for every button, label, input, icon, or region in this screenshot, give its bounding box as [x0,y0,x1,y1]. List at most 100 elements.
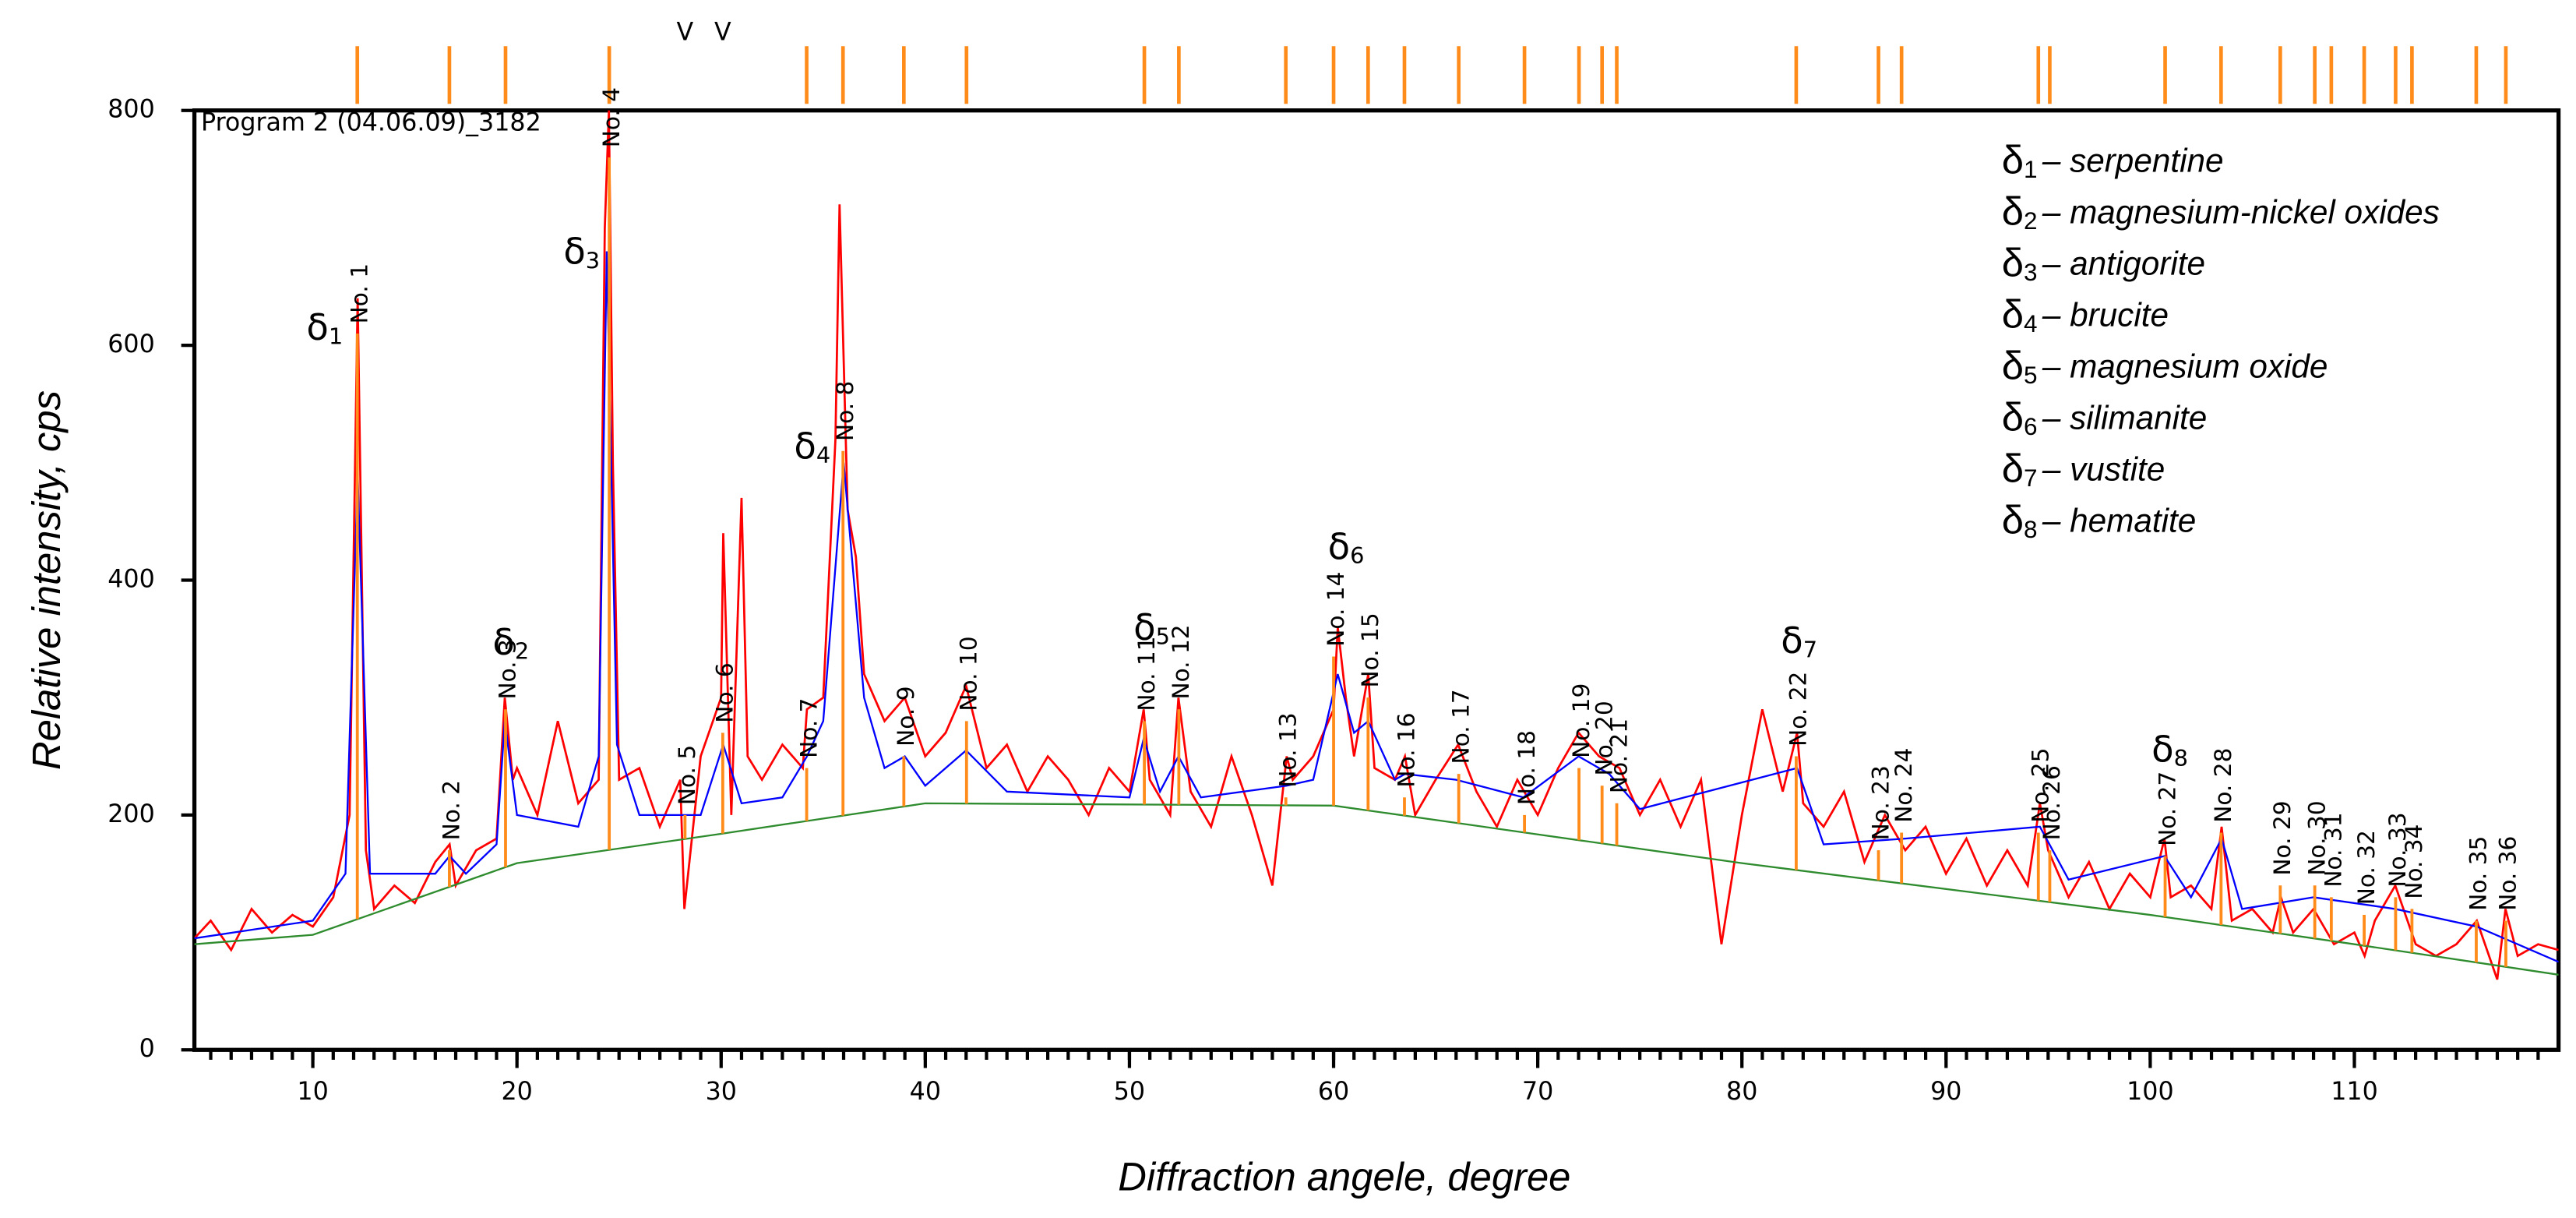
phase-index: 7 [1803,636,1817,662]
phase-name: – magnesium-nickel oxides [2042,194,2440,231]
peak-label: No. 27 [2154,771,2180,846]
phase-index: 2 [515,638,529,665]
x-tick-label: 70 [1522,1078,1553,1106]
phase-symbol: δ3 [563,230,600,274]
phase-delta: δ [2002,498,2024,542]
data-line [194,251,2559,963]
peak-label: No. 15 [1357,613,1383,687]
x-tick-label: 90 [1930,1078,1961,1106]
peak-label: No. 21 [1605,718,1632,793]
x-tick-label: 40 [910,1078,941,1106]
peak-label: No. 6 [712,662,738,722]
phase-symbol: δ1 [306,306,343,350]
phase-name: – serpentine [2042,143,2224,179]
peak-label: No. 32 [2353,830,2380,905]
peak-top-marker: V [677,18,694,46]
peak-top-marker: V [714,18,731,46]
phase-delta: δ [2151,728,2173,770]
x-tick-label: 20 [501,1078,532,1106]
y-tick-label: 600 [107,330,155,358]
phase-symbol: δ5– magnesium oxide [2002,344,2328,389]
peak-label: No. 33 [2384,812,2411,887]
phase-name: – silimanite [2042,400,2208,436]
peak-label: No. 9 [893,686,919,746]
phase-delta: δ [1781,619,1802,661]
chart-title: Program 2 (04.06.09)_3182 [201,109,541,137]
x-tick-label: 60 [1318,1078,1349,1106]
y-tick-label: 200 [107,800,155,828]
phase-symbol: δ7– vustite [2002,447,2165,492]
x-tick-label: 100 [2127,1078,2174,1106]
peak-label: No. 13 [1274,712,1301,787]
phase-name: – brucite [2042,297,2169,334]
peak-label: No. 23 [1867,765,1894,840]
y-tick-label: 0 [139,1035,155,1063]
phase-symbol: δ1– serpentine [2002,138,2224,183]
peak-label: No. 14 [1323,572,1349,647]
phase-index: 5 [1156,623,1170,650]
phase-index: 6 [1350,542,1364,569]
phase-delta: δ [794,425,816,467]
phase-delta: δ [2002,189,2024,234]
peak-label: No. 19 [1568,683,1595,758]
phase-symbol: δ2– magnesium-nickel oxides [2002,189,2440,235]
phase-index: 4 [816,442,830,468]
phase-delta: δ [563,230,585,272]
x-tick-label: 10 [297,1078,328,1106]
phase-index: 6 [2024,413,2038,440]
peak-label: No. 36 [2495,836,2521,911]
y-tick-label: 400 [107,565,155,593]
y-tick-label: 800 [107,96,155,124]
peak-label: No. 2 [439,780,465,840]
x-tick-label: 30 [706,1078,737,1106]
peak-label: No. 10 [956,636,982,711]
phase-symbol: δ2 [492,620,529,664]
peak-label: No. 35 [2465,836,2492,911]
peak-label: No. 12 [1168,624,1194,699]
peak-label: No. 24 [1891,748,1917,823]
peak-label: No. 4 [598,87,625,147]
phase-symbol: δ4– brucite [2002,292,2169,337]
peak-label: No. 28 [2210,748,2236,823]
phase-index: 7 [2024,464,2038,492]
phase-delta: δ [2002,447,2024,491]
peak-label: No. 16 [1394,712,1420,787]
phase-symbol: δ7 [1781,619,1817,662]
phase-index: 3 [2024,259,2038,286]
phase-index: 4 [2024,310,2038,337]
phase-index: 8 [2024,516,2038,543]
peak-label: No. 31 [2321,812,2347,887]
phase-delta: δ [2002,395,2024,440]
phase-symbol: δ3– antigorite [2002,241,2205,286]
peak-label: No. 22 [1785,672,1812,747]
peak-label: No. 11 [1133,636,1160,711]
peak-label: No. 7 [795,698,822,758]
phase-delta: δ [492,620,514,662]
phase-index: 8 [2174,745,2188,771]
x-tick-label: 50 [1114,1078,1145,1106]
phase-delta: δ [2002,241,2024,285]
phase-symbol: δ6– silimanite [2002,395,2208,440]
phase-index: 1 [329,323,343,350]
peak-label: No. 1 [346,263,372,323]
peak-label: No. 30 [2303,800,2330,875]
phase-name: – magnesium oxide [2042,348,2328,385]
peak-label: No. 20 [1591,701,1617,775]
x-tick-label: 80 [1726,1078,1757,1106]
phase-index: 2 [2024,207,2038,235]
peak-label: No. 18 [1514,730,1540,805]
phase-name: – antigorite [2042,245,2205,282]
x-axis-label: Diffraction angele, degree [1118,1155,1570,1199]
peak-label: No. 26 [2039,765,2065,840]
phase-symbol: δ8– hematite [2002,498,2197,543]
phase-index: 3 [586,247,600,274]
x-tick-label: 110 [2331,1078,2378,1106]
phase-delta: δ [2002,138,2024,182]
phase-name: – vustite [2042,450,2165,487]
phase-delta: δ [1133,605,1155,648]
data-line [194,802,2559,976]
phase-symbol: δ8 [2151,728,2188,771]
phase-delta: δ [1328,525,1350,567]
phase-symbol: δ4 [794,425,830,468]
